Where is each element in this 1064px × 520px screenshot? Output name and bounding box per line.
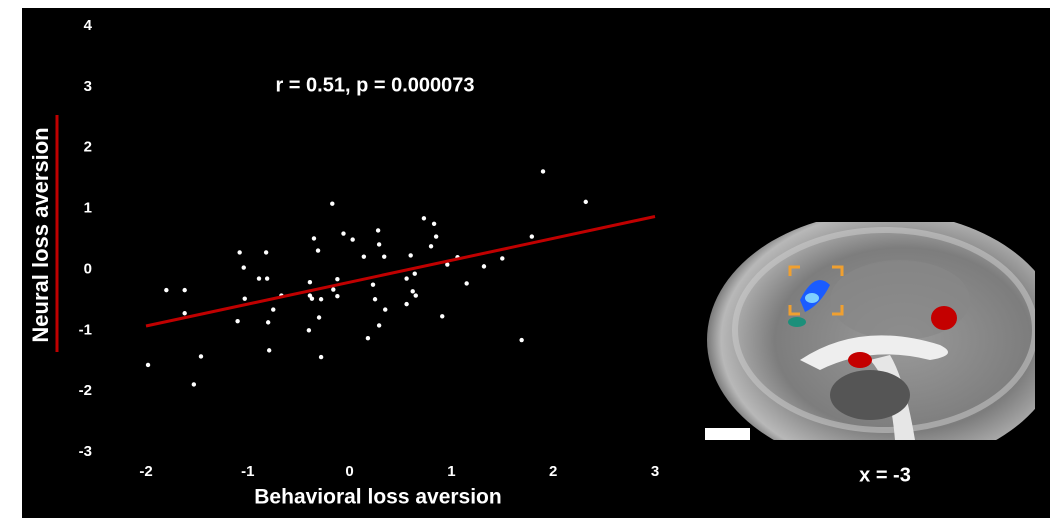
point [242,265,246,269]
point [350,237,354,241]
y-tick-label: -1 [79,321,92,338]
point [440,314,444,318]
point [377,242,381,246]
point [500,256,504,260]
x-tick-label: 2 [549,463,557,480]
point [429,244,433,248]
point [164,288,168,292]
point [312,236,316,240]
y-tick-label: -2 [79,382,92,399]
point [317,315,321,319]
point [192,382,196,386]
x-axis-label: Behavioral loss aversion [254,486,501,509]
point [541,169,545,173]
point [404,302,408,306]
point [335,277,339,281]
point [266,320,270,324]
x-tick-label: -2 [139,463,152,480]
annotation: r = 0.51, p = 0.000073 [275,74,474,96]
point [243,296,247,300]
point [366,336,370,340]
point [383,307,387,311]
point [464,281,468,285]
point [316,248,320,252]
figure: Neural loss aversion Behavioral loss ave… [0,0,1064,520]
x-tick-label: 0 [345,463,353,480]
point [377,323,381,327]
point [308,280,312,284]
point [414,293,418,297]
point [408,253,412,257]
point [257,276,261,280]
point [413,271,417,275]
point [331,287,335,291]
point [335,294,339,298]
y-tick-label: 2 [84,139,92,156]
point [382,254,386,258]
y-tick-label: 4 [84,17,93,34]
y-tick-label: 0 [84,260,92,277]
point [264,250,268,254]
point [146,363,150,367]
point [432,222,436,226]
point [265,276,269,280]
y-tick-label: -3 [79,443,92,460]
brain-image [705,212,1063,468]
y-tick-label: 3 [84,78,92,95]
point [271,307,275,311]
point [199,354,203,358]
x-tick-label: -1 [241,463,254,480]
point [237,250,241,254]
point [422,216,426,220]
point [376,228,380,232]
point [530,234,534,238]
point [341,231,345,235]
x-tick-label: 3 [651,463,659,480]
point [182,288,186,292]
point [362,254,366,258]
image-label: x = -3 [859,464,911,486]
point [267,348,271,352]
point [310,296,314,300]
point [371,282,375,286]
point [307,328,311,332]
y-tick-label: 1 [84,200,92,217]
point [330,202,334,206]
point [482,264,486,268]
point [411,289,415,293]
point [434,234,438,238]
point [519,338,523,342]
point [584,200,588,204]
point [373,297,377,301]
point [182,311,186,315]
point [319,297,323,301]
point [404,276,408,280]
x-tick-label: 1 [447,463,455,480]
point [235,319,239,323]
point [319,355,323,359]
y-axis-label: Neural loss aversion [28,127,53,342]
